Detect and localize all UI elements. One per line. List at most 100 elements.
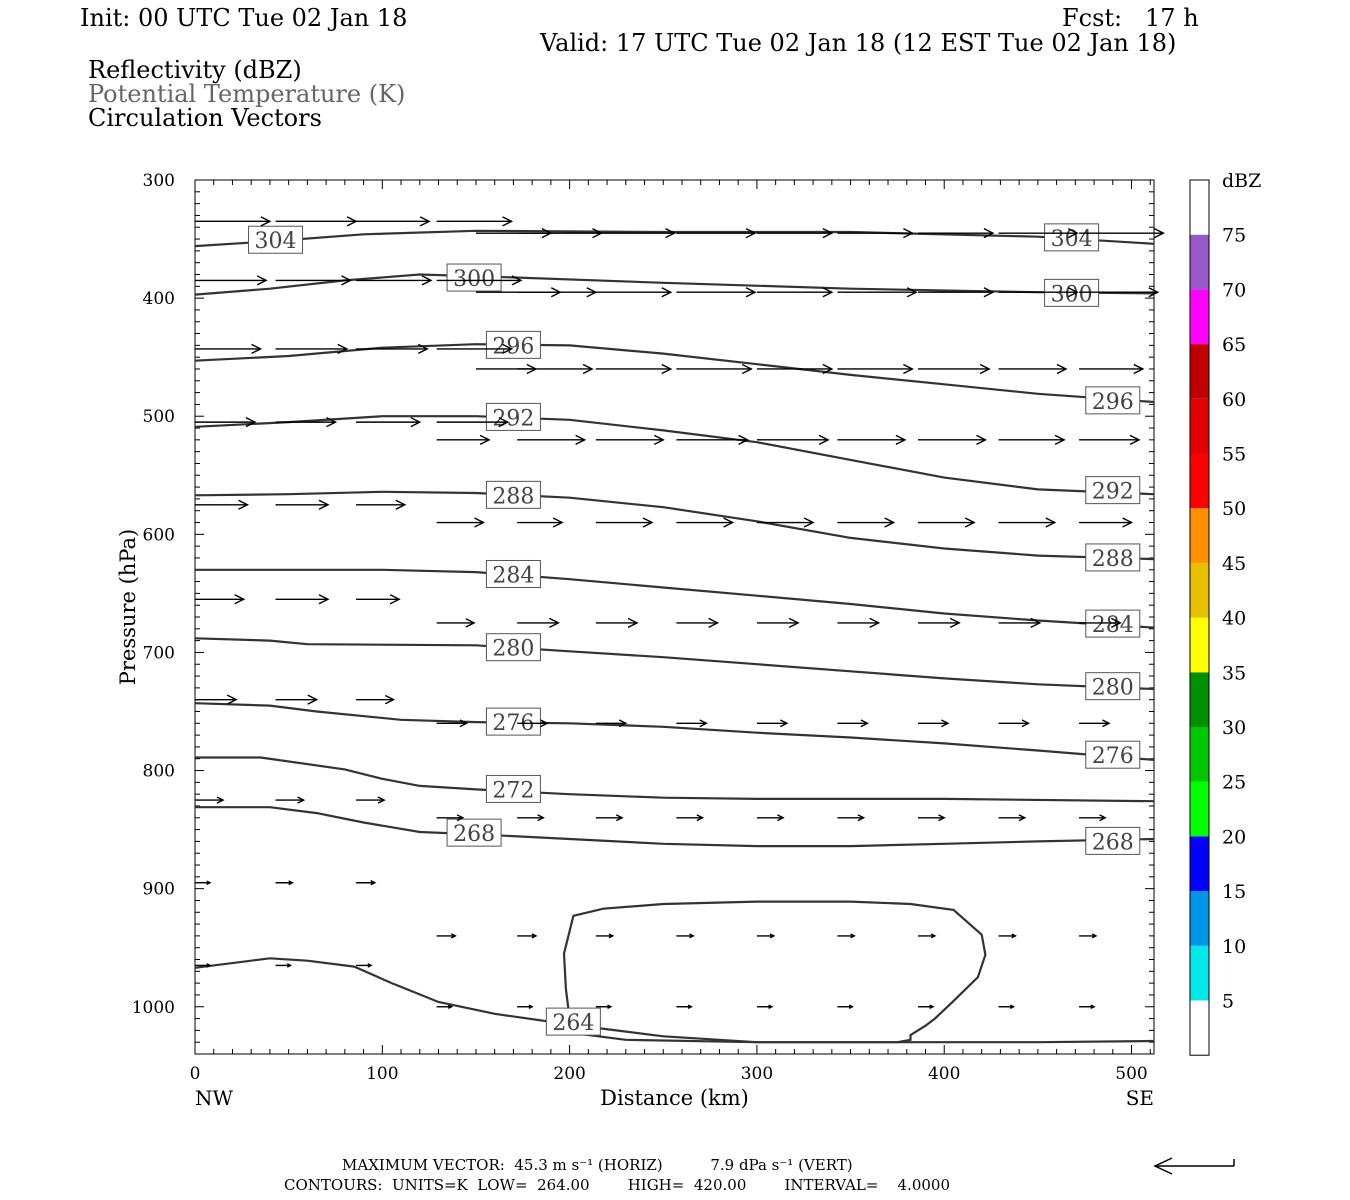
vector-head — [906, 287, 918, 298]
vector-head — [857, 814, 866, 822]
colorbar-label: 75 — [1222, 225, 1246, 247]
colorbar-label: 45 — [1222, 553, 1246, 575]
vector-head — [582, 363, 594, 375]
colorbar-label: 5 — [1222, 991, 1234, 1013]
y-tick-label: 900 — [143, 880, 175, 900]
x-tick-label: 500 — [1115, 1064, 1147, 1084]
y-tick-label: 800 — [143, 762, 175, 782]
vector-head — [822, 287, 834, 298]
colorbar-segment — [1190, 836, 1209, 892]
vector-head — [341, 275, 353, 286]
vector-head — [738, 434, 750, 445]
contour-label-box — [446, 818, 502, 847]
contour-label-box — [248, 225, 304, 254]
vector-head — [768, 1004, 774, 1010]
contour-label-box — [485, 774, 541, 803]
vector-head — [949, 617, 961, 629]
vector-head — [1054, 434, 1066, 445]
contour-label: 268 — [1092, 830, 1134, 855]
vector-head — [286, 963, 293, 968]
vector-head — [326, 416, 338, 428]
colorbar-label: 20 — [1222, 826, 1246, 848]
vector-head — [1009, 1004, 1016, 1010]
y-tick-label: 600 — [143, 525, 175, 545]
colorbar-segment — [1190, 344, 1209, 399]
y-tick-label: 400 — [143, 289, 175, 309]
vector-head — [895, 434, 907, 445]
x-tick-label: 0 — [190, 1064, 201, 1084]
colorbar-segment — [1190, 1000, 1209, 1056]
vector-head — [216, 796, 225, 804]
vector-head — [479, 434, 491, 445]
vector-head — [206, 880, 212, 886]
colorbar-segment — [1190, 672, 1209, 727]
colorbar-segment — [1190, 891, 1209, 946]
theta-contour — [195, 806, 1155, 848]
vector-head — [779, 719, 789, 728]
maximum-vector-note: MAXIMUM VECTOR: 45.3 m s⁻¹ (HORIZ) 7.9 d… — [342, 1156, 853, 1174]
colorbar-label: 15 — [1222, 881, 1246, 903]
y-tick-label: 700 — [143, 643, 175, 663]
vector-head — [1129, 434, 1141, 445]
colorbar-label: 10 — [1222, 936, 1246, 958]
contour-label: 268 — [453, 822, 495, 847]
colorbar-segment — [1190, 945, 1209, 1001]
vector-head — [540, 719, 549, 728]
vector-head — [983, 228, 995, 239]
colorbar-label: 25 — [1222, 772, 1246, 794]
vector-head — [869, 617, 881, 629]
plot-frame — [194, 179, 1155, 1055]
y-tick-label: 1000 — [132, 998, 175, 1018]
vector-head — [723, 517, 735, 528]
valid-time: Valid: 17 UTC Tue 02 Jan 18 (12 EST Tue … — [540, 29, 1177, 57]
vector-head — [377, 796, 386, 804]
colorbar-segment — [1190, 617, 1209, 673]
vector-head — [238, 499, 250, 510]
field-circulation-vectors: Circulation Vectors — [88, 104, 322, 132]
vector-head — [618, 719, 628, 728]
vector-head — [459, 719, 469, 728]
vector-head — [498, 416, 510, 428]
x-tick-label: 400 — [928, 1064, 960, 1084]
vector-head — [903, 363, 914, 375]
theta-contour — [194, 415, 1155, 496]
vector-head — [1148, 287, 1160, 298]
vector-head — [1067, 287, 1079, 298]
vector-head — [552, 517, 564, 528]
vector-head — [822, 363, 834, 375]
vector-head — [502, 343, 514, 355]
vector-head — [528, 1004, 534, 1010]
x-tick-label: 100 — [366, 1064, 398, 1084]
colorbar-segment — [1190, 289, 1209, 345]
vector-head — [745, 228, 757, 239]
vector-head — [884, 517, 896, 528]
vector-head — [1067, 228, 1079, 239]
vector-head — [689, 933, 695, 939]
contour-label-box — [485, 330, 541, 359]
vector-head — [226, 694, 238, 705]
vector-head — [1122, 517, 1134, 528]
vector-head — [818, 434, 830, 445]
colorbar-label: 40 — [1222, 608, 1246, 630]
vector-head — [511, 275, 523, 286]
vector-head — [395, 499, 407, 510]
vector-head — [976, 434, 987, 445]
contour-label-box — [485, 707, 541, 736]
vector-head — [653, 434, 665, 445]
contour-label: 296 — [492, 334, 534, 359]
vector-head — [1021, 719, 1031, 728]
vector-head — [1110, 617, 1122, 629]
contour-label: 276 — [1092, 744, 1134, 769]
init-time: Init: 00 UTC Tue 02 Jan 18 — [80, 4, 408, 32]
colorbar-segment — [1190, 234, 1209, 290]
colorbar-unit: dBZ — [1222, 170, 1261, 192]
vector-head — [608, 933, 615, 939]
contour-label: 284 — [1092, 613, 1134, 638]
vector-head — [822, 228, 834, 239]
vector-head — [903, 228, 914, 239]
contour-label-box — [485, 402, 541, 431]
colorbar-label: 70 — [1222, 279, 1246, 301]
contour-label: 264 — [552, 1011, 594, 1036]
theta-contour — [194, 957, 1155, 1044]
y-tick-label: 300 — [143, 171, 175, 191]
